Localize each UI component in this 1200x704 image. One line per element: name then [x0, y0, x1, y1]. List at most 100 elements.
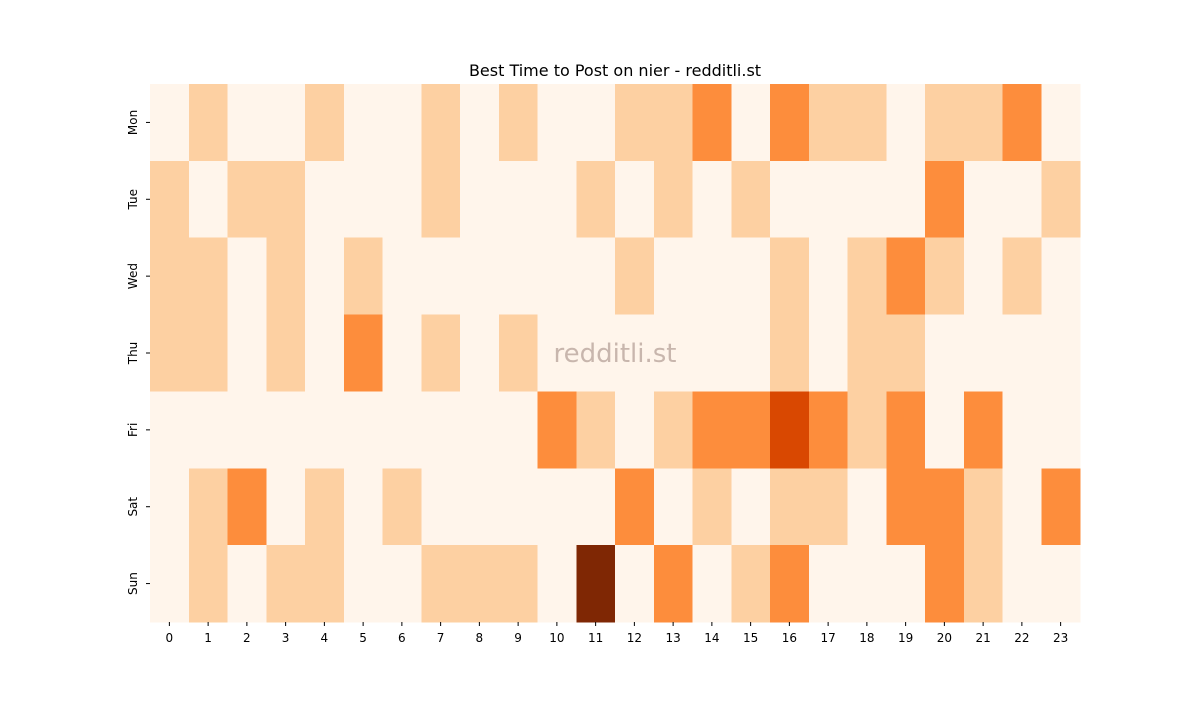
heatmap-cell	[847, 468, 887, 546]
heatmap-cell	[150, 391, 190, 469]
heatmap-cell	[692, 237, 732, 316]
heatmap-cell	[576, 237, 616, 316]
heatmap-cell	[886, 468, 926, 546]
heatmap-cell	[1041, 237, 1081, 316]
heatmap-cell	[615, 391, 655, 469]
heatmap-cell	[382, 237, 422, 316]
heatmap-cell	[770, 237, 810, 316]
heatmap-cell	[653, 545, 693, 623]
heatmap-cell	[576, 468, 616, 546]
heatmap-cell	[1002, 468, 1042, 546]
heatmap-cell	[770, 84, 810, 162]
x-tick-label: 22	[1014, 631, 1029, 645]
chart-title: Best Time to Post on nier - redditli.st	[469, 61, 761, 80]
heatmap-cell	[615, 545, 655, 623]
heatmap-cell	[847, 545, 887, 623]
heatmap-cell	[150, 84, 190, 162]
heatmap-cell	[266, 84, 306, 162]
heatmap-cell	[1041, 314, 1081, 392]
heatmap-cell	[963, 84, 1003, 162]
heatmap-cell	[692, 545, 732, 623]
heatmap-cell	[925, 468, 965, 546]
heatmap-cell	[266, 160, 306, 239]
heatmap-cell	[537, 391, 577, 469]
heatmap-cell	[188, 468, 228, 546]
x-tick-label: 18	[859, 631, 874, 645]
heatmap-cell	[188, 84, 228, 162]
heatmap-cell	[382, 468, 422, 546]
heatmap-cell	[576, 84, 616, 162]
heatmap-cell	[188, 160, 228, 239]
heatmap-cell	[808, 160, 848, 239]
heatmap-cell	[343, 545, 383, 623]
x-tick-label: 23	[1053, 631, 1068, 645]
heatmap-cell	[615, 160, 655, 239]
x-tick-label: 5	[359, 631, 367, 645]
heatmap-cell	[731, 160, 771, 239]
heatmap-cell	[653, 391, 693, 469]
heatmap-cell	[305, 314, 345, 392]
heatmap-cell	[498, 314, 538, 392]
heatmap-cell	[653, 160, 693, 239]
heatmap-cell	[421, 237, 461, 316]
heatmap-cell	[266, 391, 306, 469]
heatmap-cell	[227, 545, 267, 623]
x-tick-label: 4	[321, 631, 329, 645]
heatmap-cell	[421, 391, 461, 469]
heatmap-cell	[576, 314, 616, 392]
x-tick-label: 21	[975, 631, 990, 645]
y-tick-label: Thu	[126, 342, 140, 366]
x-tick-label: 9	[514, 631, 522, 645]
heatmap-cell	[188, 314, 228, 392]
x-tick-label: 8	[476, 631, 484, 645]
heatmap-cell	[343, 237, 383, 316]
heatmap-cell	[537, 237, 577, 316]
heatmap-cell	[963, 237, 1003, 316]
heatmap-cell	[847, 237, 887, 316]
heatmap-cell	[1041, 391, 1081, 469]
heatmap-cell	[343, 468, 383, 546]
heatmap-cell	[963, 314, 1003, 392]
heatmap-cell	[1002, 391, 1042, 469]
heatmap-cell	[886, 84, 926, 162]
heatmap-cell	[382, 391, 422, 469]
heatmap-cell	[305, 545, 345, 623]
heatmap-cell	[460, 237, 500, 316]
heatmap-cell	[498, 160, 538, 239]
y-tick-label: Sun	[126, 572, 140, 595]
heatmap-cell	[382, 314, 422, 392]
heatmap-cell	[963, 545, 1003, 623]
heatmap-cell	[576, 545, 616, 623]
heatmap-cell	[227, 468, 267, 546]
heatmap-cell	[460, 545, 500, 623]
heatmap-cell	[731, 314, 771, 392]
heatmap-cell	[227, 391, 267, 469]
x-tick-label: 11	[588, 631, 603, 645]
heatmap-cell	[886, 160, 926, 239]
heatmap-cell	[498, 237, 538, 316]
heatmap-cell	[305, 391, 345, 469]
heatmap-cell	[266, 545, 306, 623]
heatmap-cell	[808, 237, 848, 316]
heatmap-cell	[1002, 160, 1042, 239]
heatmap-cell	[1002, 545, 1042, 623]
heatmap-cell	[460, 468, 500, 546]
heatmap-cell	[1002, 314, 1042, 392]
y-tick-label: Fri	[126, 423, 140, 437]
heatmap-cell	[343, 314, 383, 392]
heatmap-cell	[770, 391, 810, 469]
y-tick-label: Sat	[126, 497, 140, 517]
x-tick-label: 20	[937, 631, 952, 645]
heatmap-cell	[305, 468, 345, 546]
x-tick-label: 0	[166, 631, 174, 645]
heatmap-cell	[886, 237, 926, 316]
x-tick-label: 14	[704, 631, 719, 645]
x-tick-label: 19	[898, 631, 913, 645]
heatmap-cell	[498, 468, 538, 546]
heatmap-cell	[188, 545, 228, 623]
heatmap-cell	[150, 545, 190, 623]
heatmap-cell	[421, 545, 461, 623]
heatmap-cell	[576, 160, 616, 239]
heatmap-cell	[692, 468, 732, 546]
x-tick-label: 17	[820, 631, 835, 645]
